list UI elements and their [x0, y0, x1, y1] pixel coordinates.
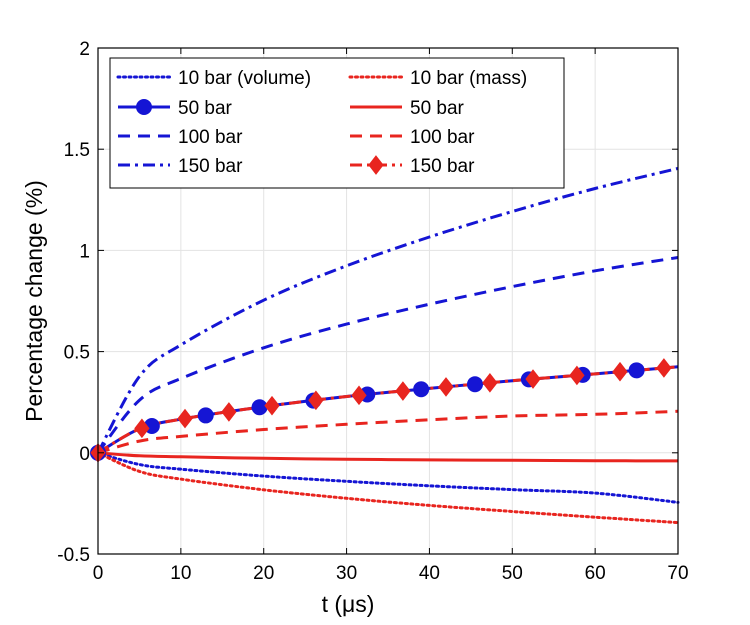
series-line-volume-150-bar [96, 166, 679, 454]
data-point-diamond [351, 385, 367, 406]
y-tick-label: 0 [79, 444, 90, 465]
x-tick-label: 50 [502, 563, 523, 584]
x-tick-label: 60 [585, 563, 606, 584]
data-point-diamond [308, 390, 324, 411]
series-line-mass-100-bar [97, 409, 679, 455]
series-line-volume-10-bar-volume- [96, 451, 680, 504]
ticks: 0 10 20 30 40 50 60 70-0.500.511.52 [57, 39, 688, 584]
data-point-diamond [438, 377, 454, 397]
data-point-circle [251, 399, 268, 416]
x-axis-title: t (μs) [322, 591, 375, 617]
marker-group [90, 358, 672, 463]
series-line-mass-50-bar [97, 451, 679, 463]
data-point-circle [413, 381, 430, 398]
legend-label: 10 bar (mass) [410, 68, 527, 89]
legend-box [109, 57, 565, 189]
legend-label: 50 bar [410, 98, 465, 119]
y-tick-label: 1 [79, 241, 90, 262]
data-point-circle [467, 376, 483, 393]
y-tick-label: 2 [79, 39, 90, 60]
legend-label: 150 bar [178, 156, 243, 177]
plot-frame [97, 47, 679, 555]
data-point-diamond [569, 365, 585, 386]
data-point-circle [197, 407, 214, 424]
legend-marker-diamond [368, 155, 384, 175]
x-tick-label: 40 [419, 563, 440, 584]
y-tick-label: 0.5 [64, 343, 90, 364]
data-point-circle [628, 362, 645, 379]
data-point-diamond [177, 408, 193, 429]
x-tick-label: 0 [93, 563, 104, 584]
data-point-diamond [612, 361, 628, 382]
y-tick-label: -0.5 [57, 545, 90, 566]
x-tick-label: 10 [170, 563, 191, 584]
legend-marker-circle [136, 99, 152, 115]
series-line-mass-10-bar-mass- [96, 451, 680, 525]
x-tick-label: 20 [253, 563, 274, 584]
legend-label: 10 bar (volume) [178, 68, 311, 89]
data-point-diamond [482, 373, 498, 393]
x-tick-label: 70 [667, 563, 688, 584]
data-point-diamond [395, 381, 411, 401]
legend: 10 bar (volume) 10 bar (mass) 50 bar 50 bar… [109, 57, 565, 189]
data-point-diamond [264, 395, 280, 416]
series-line-volume-100-bar [96, 256, 679, 454]
data-point-diamond [134, 418, 150, 439]
data-point-diamond [525, 369, 541, 389]
x-tick-label: 30 [336, 563, 357, 584]
y-axis-title: Percentage change (%) [21, 180, 47, 422]
data-point-diamond [656, 358, 672, 378]
data-point-diamond [221, 402, 237, 422]
y-tick-label: 1.5 [64, 140, 90, 161]
legend-label: 100 bar [410, 127, 475, 148]
legend-label: 100 bar [178, 127, 243, 148]
legend-label: 50 bar [178, 98, 233, 119]
legend-label: 150 bar [410, 156, 475, 177]
